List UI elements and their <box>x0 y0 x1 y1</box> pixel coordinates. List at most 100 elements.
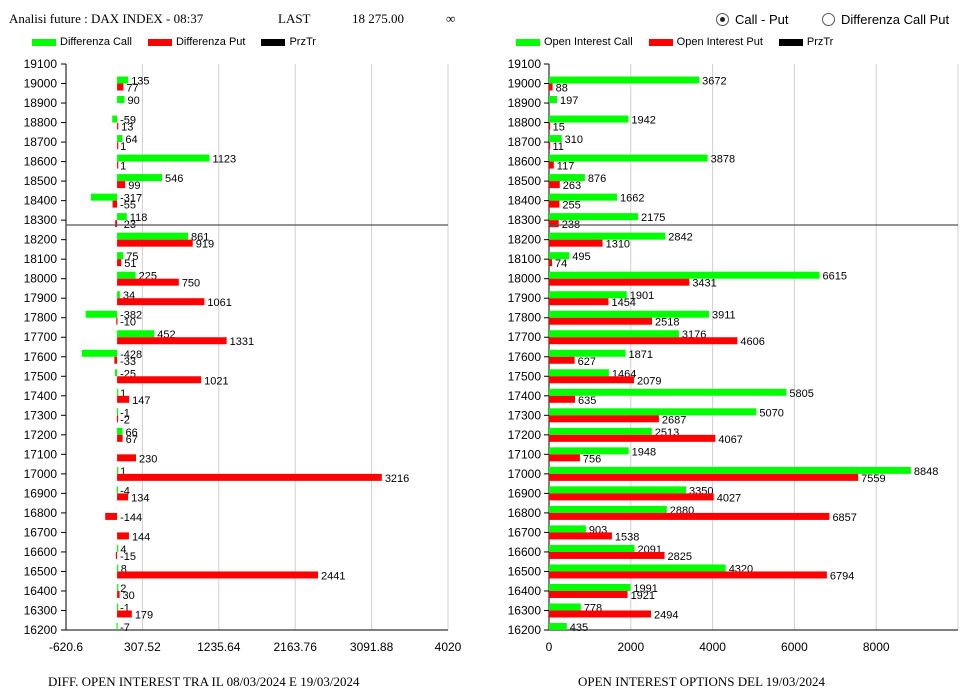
data-label: 2518 <box>655 317 679 329</box>
bar-put <box>112 200 118 208</box>
radio-call-put[interactable]: Call - Put <box>716 12 788 27</box>
data-label: 495 <box>572 251 590 263</box>
bar-call <box>117 96 125 104</box>
bar-call <box>549 232 666 240</box>
data-label: 2175 <box>641 212 665 224</box>
data-label: 66 <box>126 427 138 439</box>
bar-call <box>117 330 155 338</box>
data-label: 135 <box>131 76 149 88</box>
data-label: -55 <box>120 200 136 212</box>
bar-put <box>117 434 123 442</box>
bar-put <box>116 415 119 423</box>
data-label: -1 <box>120 602 130 614</box>
data-label: 117 <box>557 161 575 173</box>
y-tick-label: 18400 <box>508 194 542 208</box>
data-label: 861 <box>191 232 209 244</box>
legend-swatch <box>32 38 56 46</box>
data-label: 5805 <box>789 388 813 400</box>
data-label: -317 <box>120 193 142 205</box>
bar-put <box>549 181 560 189</box>
y-tick-label: 16600 <box>508 545 542 559</box>
data-label: -1 <box>120 407 130 419</box>
bar-call <box>549 154 708 162</box>
bar-put <box>117 83 124 91</box>
data-label: 51 <box>124 258 136 270</box>
bar-call <box>549 96 558 104</box>
data-label: 75 <box>126 251 138 263</box>
data-label: 3878 <box>711 154 735 166</box>
bar-put <box>549 610 652 618</box>
y-tick-label: 18200 <box>24 233 58 247</box>
bar-put <box>117 376 202 384</box>
bar-put <box>549 434 716 442</box>
legend-swatch <box>261 38 286 46</box>
bar-call <box>549 603 581 611</box>
bar-call <box>117 603 119 611</box>
bar-put <box>549 415 659 423</box>
data-label: 90 <box>127 95 139 107</box>
data-label: 147 <box>132 395 150 407</box>
bar-call <box>117 408 119 416</box>
bar-call <box>116 486 118 494</box>
data-label: 2494 <box>654 609 678 621</box>
x-tick-label: -620.6 <box>49 640 83 654</box>
bar-put <box>549 142 551 150</box>
data-label: 2 <box>120 583 126 595</box>
data-label: 1991 <box>633 583 657 595</box>
bar-call <box>117 544 119 552</box>
bar-call <box>116 623 118 630</box>
data-label: 2842 <box>668 232 692 244</box>
y-tick-label: 16800 <box>24 506 58 520</box>
data-label: 5070 <box>759 407 783 419</box>
data-label: 1942 <box>631 115 655 127</box>
data-label: 134 <box>131 492 149 504</box>
y-tick-label: 18800 <box>24 116 58 130</box>
radio-differenza-label: Differenza Call Put <box>841 12 950 27</box>
bar-call <box>549 115 629 123</box>
data-label: -4 <box>120 485 130 497</box>
data-label: -10 <box>120 317 136 329</box>
bar-put <box>117 259 122 267</box>
data-label: -144 <box>120 512 142 524</box>
data-label: 6615 <box>823 271 847 283</box>
data-label: 4 <box>120 544 126 556</box>
bar-put <box>549 298 609 306</box>
bar-put <box>117 239 193 247</box>
bar-call <box>549 525 586 533</box>
data-label: 1 <box>120 466 126 478</box>
bar-put <box>549 512 830 520</box>
data-label: 1021 <box>204 375 228 387</box>
data-label: 77 <box>126 83 138 95</box>
bar-call <box>549 564 726 572</box>
data-label: 74 <box>555 258 567 270</box>
bar-call <box>549 193 617 201</box>
bar-put <box>549 239 603 247</box>
y-tick-label: 17900 <box>508 291 542 305</box>
data-label: 3216 <box>385 473 409 485</box>
y-tick-label: 16400 <box>24 584 58 598</box>
legend-label: PrzTr <box>289 36 316 48</box>
radio-selected-icon[interactable] <box>716 13 729 26</box>
radio-differenza-call-put[interactable]: Differenza Call Put <box>822 12 949 27</box>
y-tick-label: 18500 <box>24 174 58 188</box>
data-label: 3672 <box>702 76 726 88</box>
y-tick-label: 17800 <box>24 311 58 325</box>
y-tick-label: 18500 <box>508 174 542 188</box>
y-tick-label: 17200 <box>24 428 58 442</box>
data-label: 11 <box>552 141 563 153</box>
bar-put <box>117 181 126 189</box>
y-tick-label: 17400 <box>508 389 542 403</box>
footer-right: OPEN INTEREST OPTIONS DEL 19/03/2024 <box>578 674 825 689</box>
bar-put <box>117 493 129 501</box>
bar-put <box>549 532 612 540</box>
y-tick-label: 17800 <box>508 311 542 325</box>
data-label: 546 <box>165 173 183 185</box>
y-tick-label: 16800 <box>508 506 542 520</box>
x-tick-label: 6000 <box>781 640 808 654</box>
bar-call <box>549 349 626 357</box>
radio-unselected-icon[interactable] <box>822 13 835 26</box>
bar-put <box>549 590 628 598</box>
bar-put <box>549 356 575 364</box>
y-tick-label: 16700 <box>24 525 58 539</box>
